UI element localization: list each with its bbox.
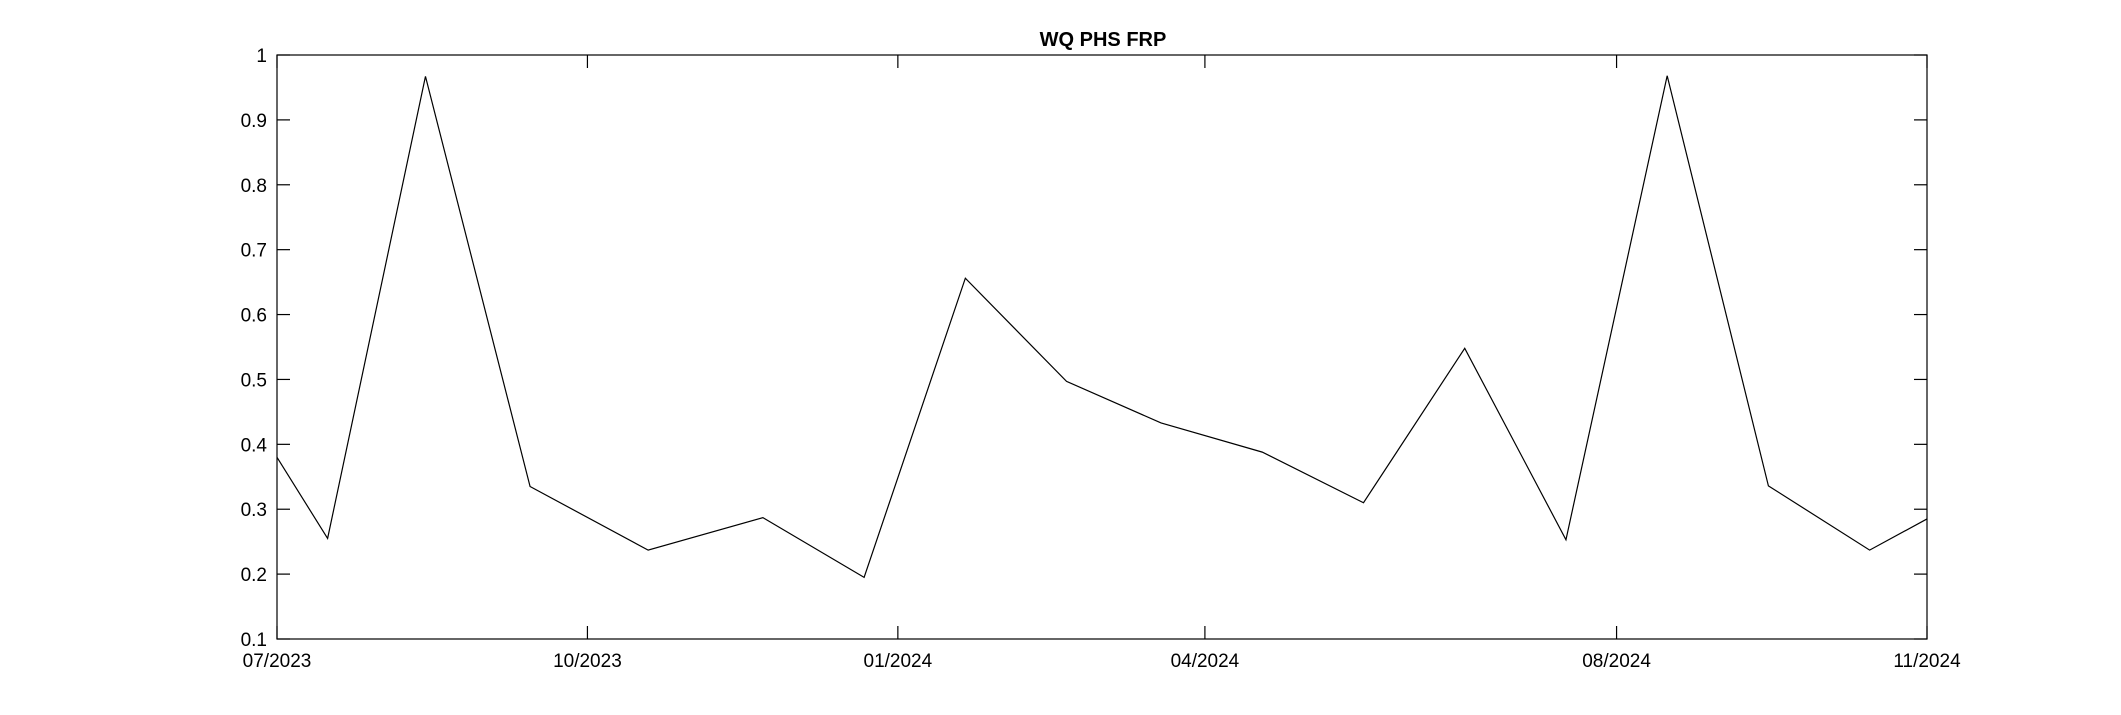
y-tick-label: 0.9 (241, 111, 267, 132)
y-tick-label: 0.8 (241, 176, 267, 197)
y-tick-label: 0.1 (241, 630, 267, 651)
plot-frame (276, 54, 1928, 640)
chart-title: WQ PHS FRP (1040, 29, 1167, 51)
x-tick-label: 10/2023 (553, 651, 622, 672)
x-tick-label: 04/2024 (1171, 651, 1240, 672)
y-tick-label: 0.5 (241, 370, 267, 391)
x-tick-label: 01/2024 (864, 651, 933, 672)
x-axis: 07/2023 10/2023 01/2024 04/2024 08/2024 11/20… (243, 55, 1961, 672)
y-tick-label: 0.4 (241, 435, 268, 456)
y-axis: 0.1 0.2 0.3 0.4 0.5 0.6 0.7 0.8 0.9 1 (241, 46, 1927, 651)
x-tick-label: 08/2024 (1582, 651, 1651, 672)
y-tick-label: 0.7 (241, 241, 267, 262)
y-tick-label: 1 (256, 46, 267, 67)
series-line-0 (276, 75, 1928, 579)
x-tick-label: 11/2024 (1893, 651, 1961, 672)
y-tick-label: 0.3 (241, 500, 267, 521)
y-tick-label: 0.2 (241, 565, 267, 586)
y-tick-label: 0.6 (241, 306, 267, 327)
x-tick-label: 07/2023 (243, 651, 312, 672)
series-layer (276, 75, 1928, 579)
